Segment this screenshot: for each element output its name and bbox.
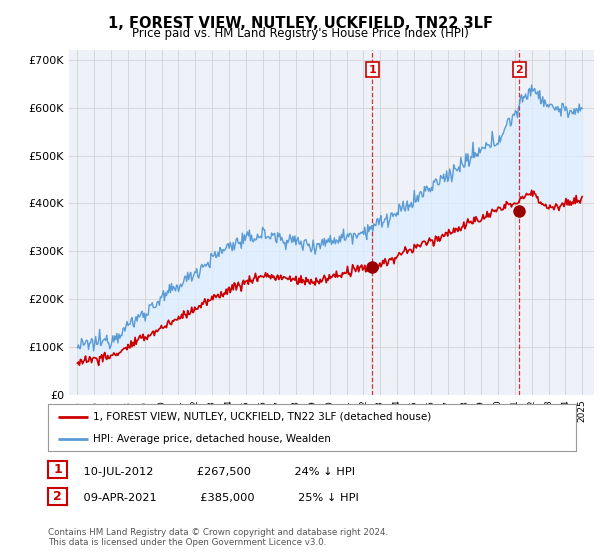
Text: 2: 2	[53, 490, 62, 503]
Text: 1: 1	[368, 64, 376, 74]
Text: 1, FOREST VIEW, NUTLEY, UCKFIELD, TN22 3LF (detached house): 1, FOREST VIEW, NUTLEY, UCKFIELD, TN22 3…	[93, 412, 431, 422]
Text: 1: 1	[53, 463, 62, 477]
Text: 10-JUL-2012            £267,500            24% ↓ HPI: 10-JUL-2012 £267,500 24% ↓ HPI	[69, 466, 355, 477]
Text: Price paid vs. HM Land Registry's House Price Index (HPI): Price paid vs. HM Land Registry's House …	[131, 27, 469, 40]
Text: 1, FOREST VIEW, NUTLEY, UCKFIELD, TN22 3LF: 1, FOREST VIEW, NUTLEY, UCKFIELD, TN22 3…	[107, 16, 493, 31]
Text: 09-APR-2021            £385,000            25% ↓ HPI: 09-APR-2021 £385,000 25% ↓ HPI	[69, 493, 359, 503]
Text: Contains HM Land Registry data © Crown copyright and database right 2024.
This d: Contains HM Land Registry data © Crown c…	[48, 528, 388, 547]
Text: 2: 2	[515, 64, 523, 74]
Text: HPI: Average price, detached house, Wealden: HPI: Average price, detached house, Weal…	[93, 434, 331, 444]
